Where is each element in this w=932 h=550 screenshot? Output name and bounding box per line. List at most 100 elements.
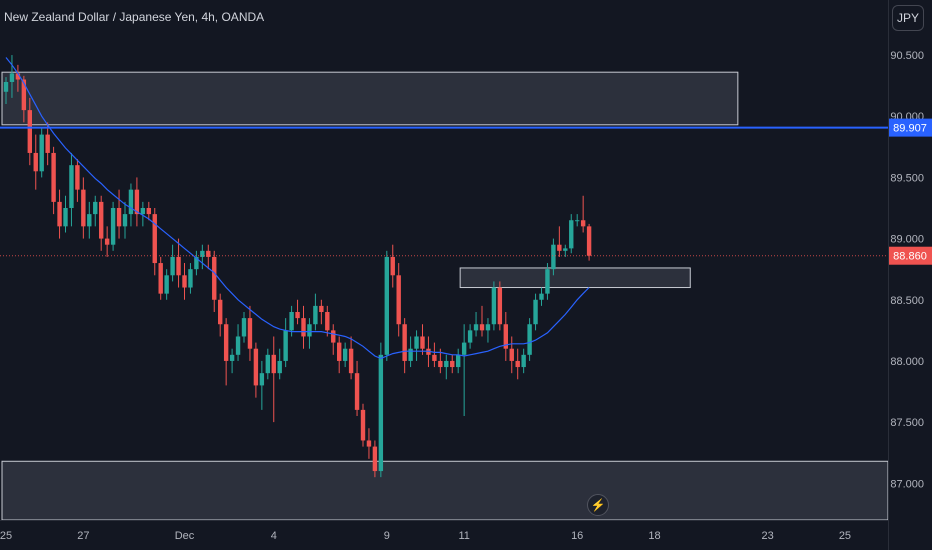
candle-body — [9, 73, 15, 82]
candle-body — [354, 373, 360, 410]
candle — [170, 244, 175, 282]
candle — [241, 312, 247, 343]
candle-body — [551, 244, 556, 270]
candle-body — [456, 354, 461, 368]
time-tick: 16 — [571, 530, 583, 542]
candle-body — [485, 324, 491, 331]
zones — [1, 71, 889, 521]
candle — [277, 348, 282, 380]
candle — [485, 318, 491, 343]
candle — [503, 312, 508, 361]
candle-body — [212, 256, 217, 300]
candle — [158, 256, 163, 300]
price-label: 89.907 — [893, 123, 927, 135]
candle-body — [206, 250, 211, 257]
candle — [527, 318, 532, 361]
candle — [348, 336, 354, 380]
candle-body — [348, 348, 354, 374]
candle-body — [461, 342, 467, 355]
time-tick: 18 — [648, 530, 660, 542]
candle — [354, 360, 360, 416]
candle — [461, 324, 467, 416]
price-label-bg — [889, 118, 932, 137]
candle — [360, 403, 366, 447]
candle-body — [176, 256, 181, 276]
candle — [384, 250, 389, 361]
candle — [420, 324, 425, 355]
candle — [116, 189, 122, 239]
candle — [128, 183, 134, 227]
moving-average — [5, 57, 590, 360]
candle-body — [533, 299, 538, 325]
candle-body — [93, 201, 98, 215]
candle — [575, 214, 580, 227]
candle-body — [450, 360, 455, 368]
candle-body — [81, 189, 86, 227]
zone-0[interactable] — [1, 71, 739, 126]
candle-body — [51, 152, 56, 202]
candle — [99, 195, 104, 251]
candle-body — [218, 299, 223, 325]
horizontal-line[interactable] — [0, 126, 888, 257]
candle-body — [45, 134, 50, 153]
candle-body — [438, 360, 443, 368]
zone-2[interactable] — [1, 460, 889, 521]
candle — [313, 293, 318, 331]
candle-body — [414, 336, 419, 349]
candle — [188, 263, 193, 294]
candle-body — [503, 324, 508, 349]
candle-body — [515, 360, 520, 368]
candle-body — [402, 324, 407, 361]
candle — [265, 348, 270, 380]
candle — [164, 269, 169, 300]
candle — [301, 305, 306, 349]
candle — [545, 263, 550, 300]
candle-body — [140, 208, 146, 215]
price-axis[interactable]: 90.50090.00089.50089.00088.50088.00087.5… — [888, 0, 932, 550]
candle — [110, 201, 116, 251]
candle — [331, 324, 336, 355]
time-tick: 27 — [77, 530, 89, 542]
candle — [325, 305, 330, 337]
candle — [87, 201, 92, 239]
candle-body — [146, 208, 151, 215]
zone-1[interactable] — [459, 267, 691, 289]
candle-body — [491, 287, 497, 325]
candles — [3, 55, 592, 478]
price-axis-bg — [888, 0, 932, 550]
lightning-icon[interactable]: ⚡ — [587, 494, 609, 516]
candle-body — [170, 256, 175, 276]
candle-body — [200, 250, 205, 257]
candle — [247, 305, 253, 361]
time-axis[interactable]: 25 27 Dec 4 9 11 16 18 23 25 — [0, 520, 888, 550]
currency-button[interactable]: JPY — [892, 5, 924, 31]
time-tick: 11 — [458, 530, 469, 542]
candle — [271, 336, 276, 423]
candle-body — [366, 440, 372, 447]
candle — [563, 244, 568, 257]
candle-body — [27, 110, 32, 153]
candle-body — [301, 318, 306, 337]
candle — [491, 281, 497, 331]
candle-body — [509, 348, 514, 361]
candle — [93, 195, 98, 227]
candle-body — [87, 214, 92, 227]
candle-body — [229, 354, 235, 361]
candle-body — [342, 348, 348, 361]
candle-body — [557, 244, 562, 251]
candle-body — [110, 208, 116, 245]
candle — [414, 330, 419, 361]
candle — [551, 238, 556, 276]
candle — [81, 177, 86, 239]
candle-body — [378, 354, 384, 472]
candle-body — [420, 336, 425, 349]
candle-body — [188, 269, 193, 288]
candle-body — [384, 256, 389, 355]
candle-body — [479, 324, 485, 331]
candle — [57, 189, 62, 239]
candle-body — [586, 226, 592, 256]
candle — [521, 348, 526, 374]
candle — [307, 318, 312, 349]
candle-body — [259, 373, 265, 386]
